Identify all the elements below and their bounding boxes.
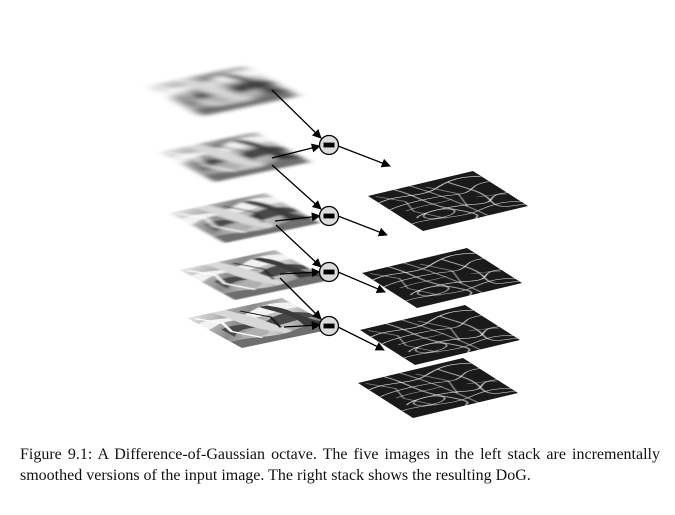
figure-caption: Figure 9.1: A Difference-of-Gaussian oct… [20,446,660,484]
arrow-blur4-to-sub1 [271,143,321,159]
dog-image-1 [368,171,528,231]
subtract-node-3 [318,261,340,283]
minus-icon [323,142,335,148]
arrow-sub2-to-dog2 [337,215,388,237]
arrow-blur1-to-sub4 [283,320,321,330]
arrow-blur4-to-sub2 [271,164,322,210]
subtract-node-1 [318,134,340,156]
arrow-blur5-to-sub1 [271,89,322,139]
arrow-sub4-to-dog4 [337,326,385,351]
dog-image-2 [362,248,522,308]
arrow-sub3-to-dog3 [337,271,386,293]
left-stack [146,64,339,350]
arrow-blur2-to-sub4 [279,277,322,320]
subtract-node-4 [318,315,340,337]
arrows [271,89,391,351]
minus-icon [323,323,335,329]
arrow-blur3-to-sub3 [275,224,322,268]
arrow-blur2-to-sub3 [279,267,321,277]
subtract-node-2 [318,205,340,227]
right-stack [358,171,528,418]
arrow-blur3-to-sub2 [274,212,321,222]
subtract-nodes [318,134,340,337]
blur-level-2-image [178,248,332,302]
dog-image-3 [360,305,520,365]
dog-octave-diagram [146,64,675,430]
blur-level-4-image [158,130,312,184]
minus-icon [323,269,335,275]
arrow-sub1-to-dog1 [337,145,391,168]
blur-level-5-image [146,64,300,118]
minus-icon [323,213,335,219]
dog-image-4 [358,358,518,418]
blur-level-1-image [185,296,339,350]
